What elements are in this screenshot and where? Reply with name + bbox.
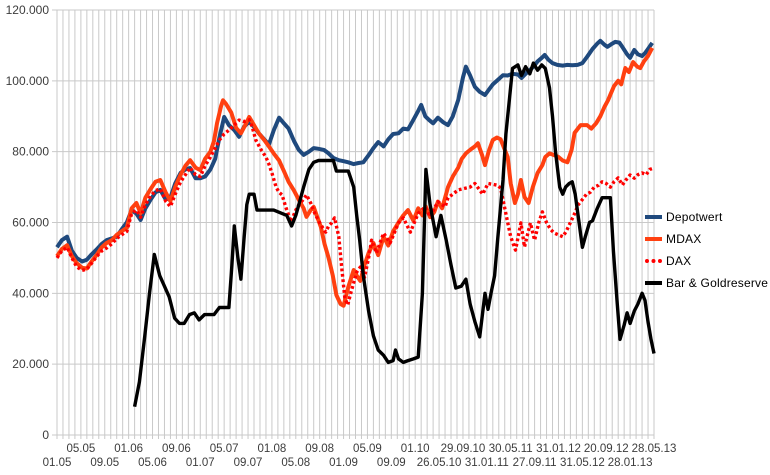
x-axis-label: 01.08: [258, 443, 287, 455]
legend-item-mdax: MDAX: [645, 228, 768, 250]
series-bar---goldreserve: [132, 61, 656, 408]
legend-label: Bar & Goldreserve: [666, 276, 769, 290]
x-axis-label: 05.06: [138, 457, 167, 469]
y-axis-label: 120.000: [6, 3, 50, 17]
dax-line-swatch: [645, 259, 662, 263]
x-axis-label: 01.10: [401, 443, 430, 455]
legend-item-dax: DAX: [645, 250, 768, 272]
series-mdax: [55, 46, 654, 308]
x-axis-label: 20.09.12: [584, 443, 629, 455]
x-axis-label: 01.09: [329, 457, 358, 469]
y-axis-label: 40.000: [12, 286, 49, 300]
legend-label: DAX: [666, 254, 692, 268]
x-axis-label: 09.08: [305, 443, 334, 455]
x-axis-label: 09.06: [162, 443, 191, 455]
x-axis-label: 01.06: [114, 443, 143, 455]
x-axis-label: 28.05.13: [632, 443, 677, 455]
x-axis-label: 09.07: [234, 457, 263, 469]
y-axis-label: 0: [42, 428, 49, 442]
x-axis-label: 30.05.11: [489, 443, 533, 455]
x-axis-label: 28.01.13: [608, 457, 653, 469]
x-axis-label: 26.05.10: [417, 457, 462, 469]
x-axis-label: 05.09: [353, 443, 382, 455]
legend-label: MDAX: [666, 232, 702, 246]
x-axis-label: 09.09: [377, 457, 406, 469]
x-axis-label: 05.07: [210, 443, 239, 455]
x-axis-label: 29.09.10: [441, 443, 486, 455]
x-axis-label: 31.05.12: [560, 457, 605, 469]
x-axis-label: 27.09.11: [513, 457, 557, 469]
x-axis-label: 01.05: [43, 457, 72, 469]
chart-legend: Depotwert MDAX DAX Bar & Goldreserve: [645, 206, 768, 294]
mdax-line-swatch: [645, 237, 662, 241]
depotwert-line-swatch: [645, 215, 662, 219]
x-axis-label: 01.07: [186, 457, 215, 469]
x-axis-label: 31.01.12: [536, 443, 581, 455]
bar-goldreserve-line-swatch: [645, 281, 662, 285]
y-axis-label: 100.000: [6, 74, 50, 88]
y-axis-label: 60.000: [12, 216, 49, 230]
legend-item-depotwert: Depotwert: [645, 206, 768, 228]
x-axis-label: 31.01.11: [465, 457, 509, 469]
series-depotwert: [55, 38, 654, 264]
x-axis-label: 09.05: [90, 457, 119, 469]
series-dax: [55, 118, 655, 307]
y-axis-label: 80.000: [12, 145, 49, 159]
y-axis-label: 20.000: [12, 357, 49, 371]
legend-label: Depotwert: [666, 210, 723, 224]
x-axis-label: 05.05: [66, 443, 95, 455]
legend-item-bar-goldreserve: Bar & Goldreserve: [645, 272, 768, 294]
x-axis-label: 05.08: [281, 457, 310, 469]
